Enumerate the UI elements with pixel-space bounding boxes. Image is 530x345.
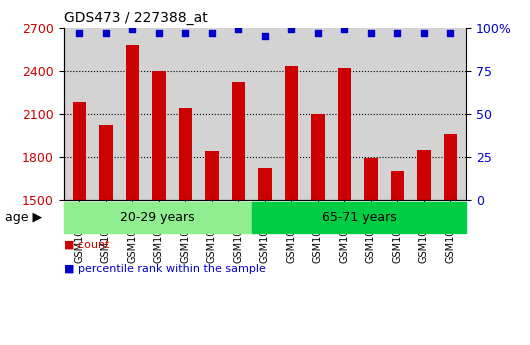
Bar (311, 114, 324, 200)
Point (420, 30, 428, 36)
Bar (232, 82, 245, 200)
Bar (73, 102, 86, 200)
Point (234, 27, 243, 32)
Bar (338, 68, 351, 200)
Point (287, 27, 296, 32)
Point (102, 30, 110, 36)
Point (128, 27, 137, 32)
Bar (417, 150, 430, 200)
Bar (444, 134, 457, 200)
Bar (152, 71, 165, 200)
Bar (205, 151, 218, 200)
Text: ■ percentile rank within the sample: ■ percentile rank within the sample (64, 264, 266, 274)
Bar (179, 108, 192, 200)
Point (393, 30, 402, 36)
Text: ■ count: ■ count (64, 240, 109, 250)
Point (181, 30, 190, 36)
Point (155, 30, 163, 36)
Bar (99, 125, 112, 200)
Bar (258, 168, 271, 200)
Bar (285, 66, 298, 200)
Point (340, 27, 349, 32)
Point (446, 30, 455, 36)
Bar (391, 171, 404, 200)
Point (75, 30, 84, 36)
Point (261, 33, 269, 39)
Point (314, 30, 322, 36)
Bar (252, 202, 466, 233)
Bar (364, 158, 377, 200)
Bar (64, 202, 252, 233)
Point (367, 30, 375, 36)
Text: GDS473 / 227388_at: GDS473 / 227388_at (64, 11, 207, 25)
Bar (126, 45, 139, 200)
Point (208, 30, 216, 36)
Text: age ▶: age ▶ (5, 211, 42, 224)
Text: 65-71 years: 65-71 years (322, 211, 396, 224)
Text: 20-29 years: 20-29 years (120, 211, 195, 224)
